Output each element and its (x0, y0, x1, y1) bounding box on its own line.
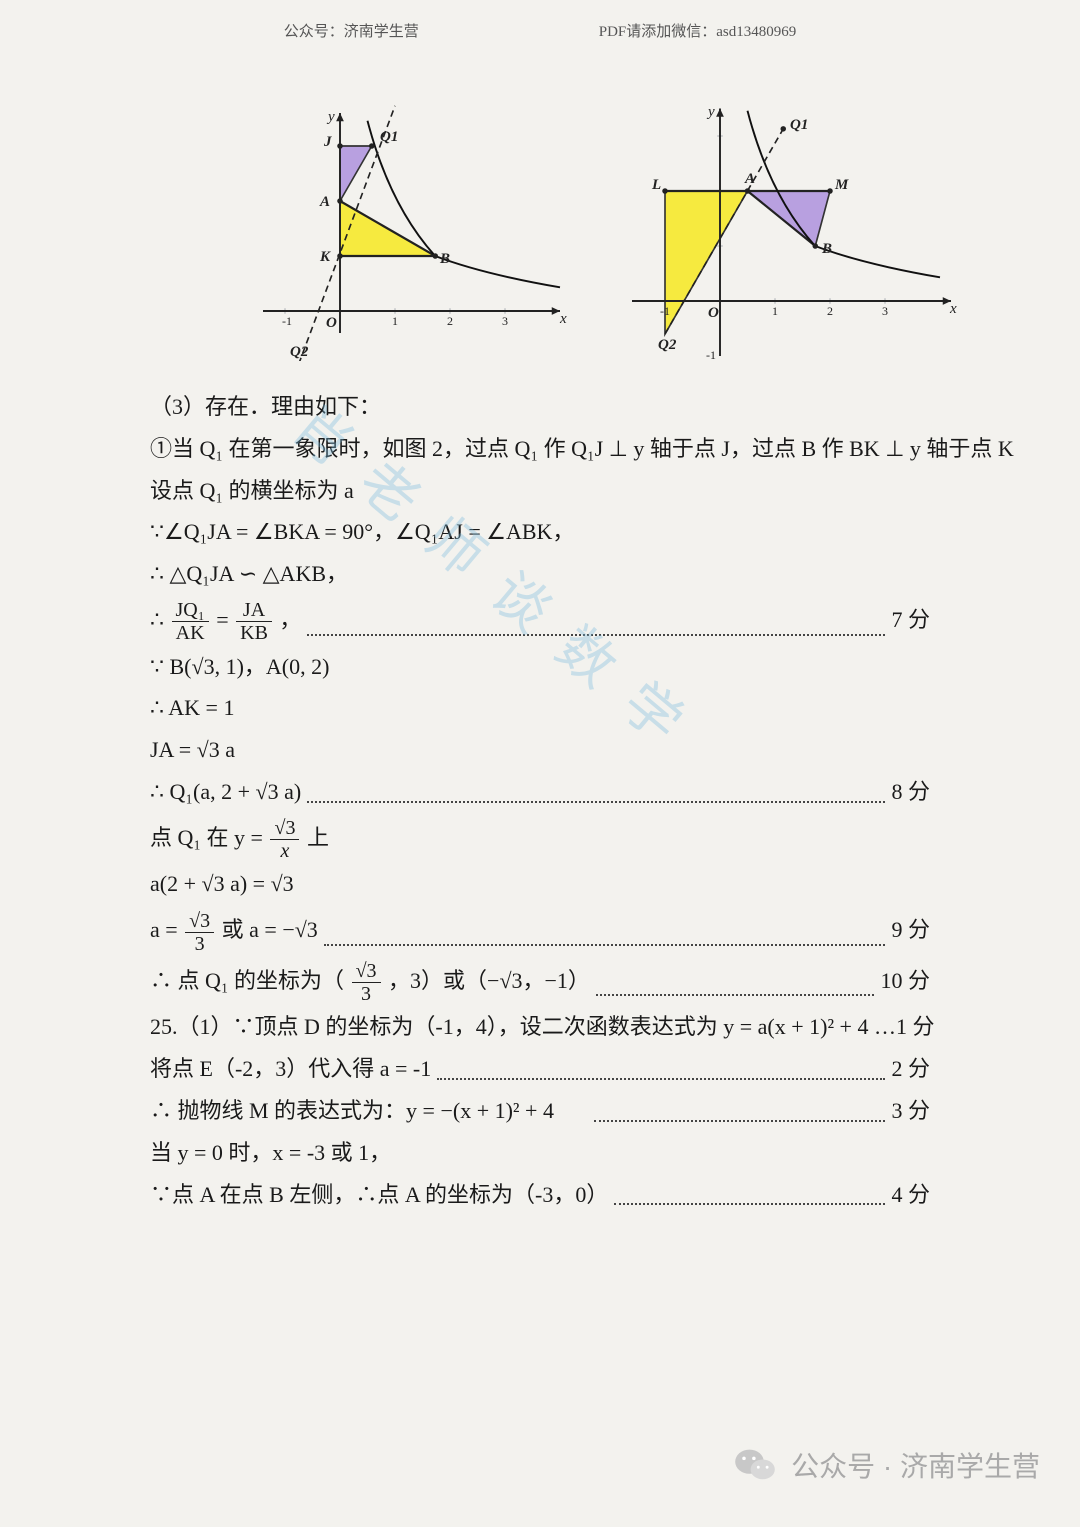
svg-text:O: O (326, 315, 337, 331)
svg-text:2: 2 (447, 314, 453, 328)
line-16: 将点 E（-2，3）代入得 a = -1 (150, 1048, 431, 1090)
score-10: 10 分 (880, 956, 930, 1007)
svg-text:Q2: Q2 (658, 337, 677, 353)
score-4: 4 分 (891, 1174, 930, 1216)
svg-text:x: x (949, 301, 957, 317)
score-7: 7 分 (891, 595, 930, 646)
svg-text:B: B (821, 241, 832, 257)
svg-text:L: L (651, 177, 661, 193)
footer-text: 公众号 · 济南学生营 (791, 1445, 1040, 1485)
line-7: ∵ B(√3, 1)，A(0, 2) (150, 646, 329, 688)
line-19: ∵点 A 在点 B 左侧，∴点 A 的坐标为（-3，0） (150, 1174, 608, 1216)
footer: 公众号 · 济南学生营 (733, 1443, 1040, 1487)
line-8: ∴ AK = 1 (150, 687, 234, 729)
svg-text:M: M (834, 177, 849, 193)
svg-text:x: x (559, 311, 567, 327)
graph-row: y x J Q1 A K B O Q2 -1 1 2 3 (150, 101, 1080, 361)
line-11: 点 Q₁ 在 y = √3x 上 (150, 813, 329, 864)
line-5: ∴ △Q₁JA ∽ △AKB， (150, 553, 348, 595)
svg-text:y: y (326, 109, 335, 125)
header-right: PDF请添加微信：asd13480969 (599, 20, 797, 41)
line-13: a = √33 或 a = −√3 (150, 905, 318, 956)
line-3: 设点 Q₁ 的横坐标为 a (150, 470, 354, 512)
svg-text:A: A (744, 171, 755, 187)
line-10: ∴ Q₁(a, 2 + √3 a) (150, 771, 301, 813)
line-1: （3）存在．理由如下： (150, 386, 381, 428)
svg-text:3: 3 (502, 314, 508, 328)
line-6: ∴ JQ₁AK = JAKB ， (150, 595, 301, 646)
svg-text:-1: -1 (660, 304, 670, 318)
svg-text:J: J (323, 134, 332, 150)
score-9: 9 分 (891, 905, 930, 956)
svg-text:3: 3 (882, 304, 888, 318)
wechat-icon (733, 1443, 777, 1487)
line-4: ∵∠Q₁JA = ∠BKA = 90°，∠Q₁AJ = ∠ABK， (150, 511, 574, 553)
svg-text:K: K (319, 249, 331, 265)
svg-text:1: 1 (772, 304, 778, 318)
line-12: a(2 + √3 a) = √3 (150, 863, 294, 905)
line-18: 当 y = 0 时，x = -3 或 1， (150, 1132, 391, 1174)
svg-text:A: A (319, 194, 330, 210)
graph-1: y x J Q1 A K B O Q2 -1 1 2 3 (260, 101, 580, 361)
solution-body: （3）存在．理由如下： ①当 Q₁ 在第一象限时，如图 2，过点 Q₁ 作 Q₁… (150, 386, 930, 1215)
svg-text:-1: -1 (706, 348, 716, 361)
svg-text:Q1: Q1 (790, 117, 808, 133)
svg-text:y: y (706, 104, 715, 120)
score-2: 2 分 (891, 1048, 930, 1090)
svg-text:1: 1 (392, 314, 398, 328)
graph-2: y x L A M B Q1 O Q2 -1 1 2 3 -1 (610, 101, 970, 361)
svg-text:-1: -1 (282, 314, 292, 328)
line-17: ∴ 抛物线 M 的表达式为：y = −(x + 1)² + 4 (150, 1090, 554, 1132)
line-2: ①当 Q₁ 在第一象限时，如图 2，过点 Q₁ 作 Q₁J ⊥ y 轴于点 J，… (150, 428, 1014, 470)
score-3: 3 分 (891, 1090, 930, 1132)
svg-text:B: B (439, 251, 450, 267)
svg-text:O: O (708, 305, 719, 321)
svg-text:2: 2 (827, 304, 833, 318)
score-8: 8 分 (891, 771, 930, 813)
line-9: JA = √3 a (150, 729, 235, 771)
svg-text:Q1: Q1 (380, 129, 398, 145)
line-15: 25.（1）∵顶点 D 的坐标为（-1，4），设二次函数表达式为 y = a(x… (150, 1006, 934, 1048)
svg-text:Q2: Q2 (290, 344, 309, 360)
header-left: 公众号：济南学生营 (284, 20, 419, 41)
line-14: ∴ 点 Q₁ 的坐标为（ √33 ，3）或（−√3，−1） (150, 956, 590, 1007)
